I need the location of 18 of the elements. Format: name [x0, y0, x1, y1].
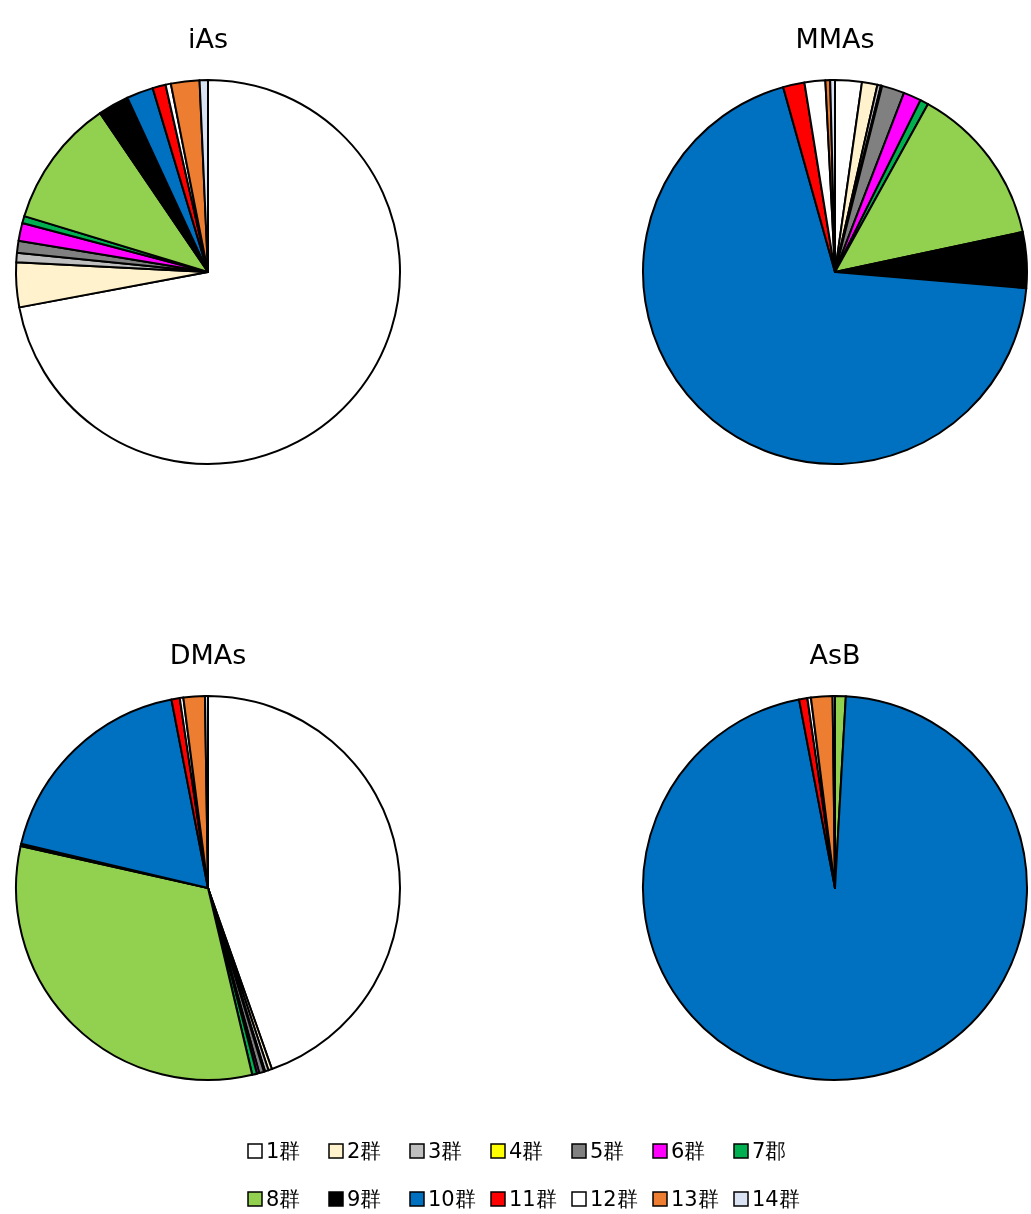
legend-label: 7郡 — [752, 1139, 787, 1163]
legend-label: 3群 — [428, 1139, 463, 1163]
legend-label: 2群 — [347, 1139, 382, 1163]
chart-title: iAs — [187, 23, 229, 54]
legend-label: 11群 — [509, 1187, 557, 1211]
legend-label: 12群 — [590, 1187, 638, 1211]
legend-label: 6群 — [671, 1139, 706, 1163]
legend-label: 5群 — [590, 1139, 625, 1163]
legend-label: 10群 — [428, 1187, 476, 1211]
legend-label: 4群 — [509, 1139, 544, 1163]
chart-title: AsB — [809, 639, 861, 670]
chart-title: DMAs — [169, 639, 247, 670]
legend-label: 1群 — [266, 1139, 301, 1163]
chart-title: MMAs — [795, 23, 875, 54]
legend-label: 13群 — [671, 1187, 719, 1211]
legend-label: 9群 — [347, 1187, 382, 1211]
legend-label: 8群 — [266, 1187, 301, 1211]
legend-label: 14群 — [752, 1187, 800, 1211]
